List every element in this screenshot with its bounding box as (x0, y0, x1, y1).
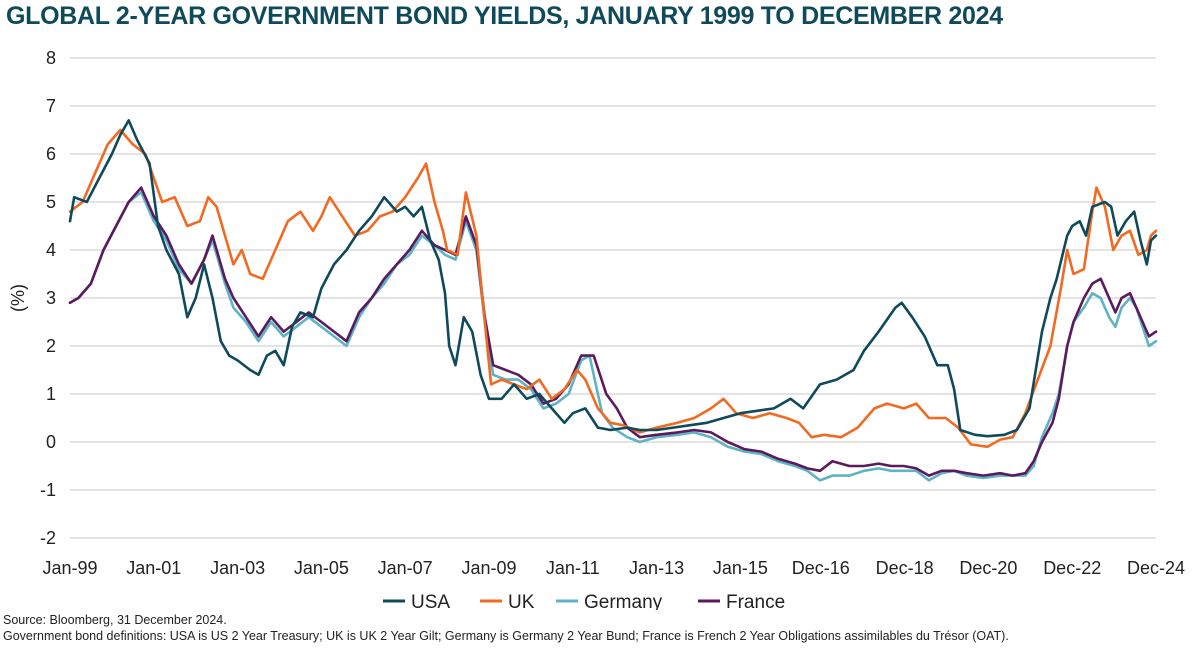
y-tick-label: 5 (46, 192, 56, 212)
x-tick-label: Dec-22 (1043, 558, 1101, 578)
y-tick-label: 0 (46, 432, 56, 452)
series-line-uk (68, 128, 1158, 449)
legend-label: Germany (584, 592, 663, 610)
y-tick-label: 1 (46, 384, 56, 404)
definitions-note: Government bond definitions: USA is US 2… (3, 629, 1009, 643)
y-tick-label: 3 (46, 288, 56, 308)
legend-item-uk: UK (480, 592, 535, 610)
x-tick-label: Jan-11 (546, 558, 600, 578)
x-tick-label: Dec-18 (876, 558, 934, 578)
legend-label: UK (508, 592, 535, 610)
y-tick-label: 8 (46, 48, 56, 68)
series-line-usa (68, 119, 1158, 438)
y-tick-label: -2 (40, 528, 56, 548)
legend-label: USA (411, 592, 450, 610)
series-line-germany (68, 191, 1158, 482)
x-tick-label: Jan-09 (461, 558, 516, 578)
x-tick-label: Jan-99 (42, 558, 97, 578)
chart-title: GLOBAL 2-YEAR GOVERNMENT BOND YIELDS, JA… (6, 2, 1003, 30)
y-tick-label: 7 (46, 96, 56, 116)
y-tick-label: 4 (46, 240, 56, 260)
y-tick-label: -1 (40, 480, 56, 500)
x-tick-label: Jan-03 (210, 558, 265, 578)
y-tick-label: 6 (46, 144, 56, 164)
x-tick-label: Jan-01 (126, 558, 181, 578)
x-tick-label: Dec-16 (792, 558, 850, 578)
x-tick-label: Jan-13 (629, 558, 684, 578)
source-note: Source: Bloomberg, 31 December 2024. (3, 613, 227, 627)
legend-label: France (726, 592, 785, 610)
series-line-france (68, 186, 1158, 477)
x-tick-label: Jan-05 (294, 558, 349, 578)
legend-item-usa: USA (383, 592, 450, 610)
y-tick-label: 2 (46, 336, 56, 356)
legend-item-france: France (698, 592, 785, 610)
chart-footer: Source: Bloomberg, 31 December 2024. Gov… (3, 612, 1009, 644)
x-tick-label: Dec-24 (1127, 558, 1185, 578)
x-tick-label: Jan-15 (713, 558, 768, 578)
legend-item-germany: Germany (556, 592, 663, 610)
bond-yield-line-chart: -2 -1 0 1 2 3 4 5 6 7 8 (%) Jan-99 Jan-01 Jan-03 Jan-05… (8, 48, 1185, 610)
x-tick-label: Jan-07 (378, 558, 433, 578)
y-axis-label: (%) (8, 284, 28, 312)
x-tick-label: Dec-20 (959, 558, 1017, 578)
